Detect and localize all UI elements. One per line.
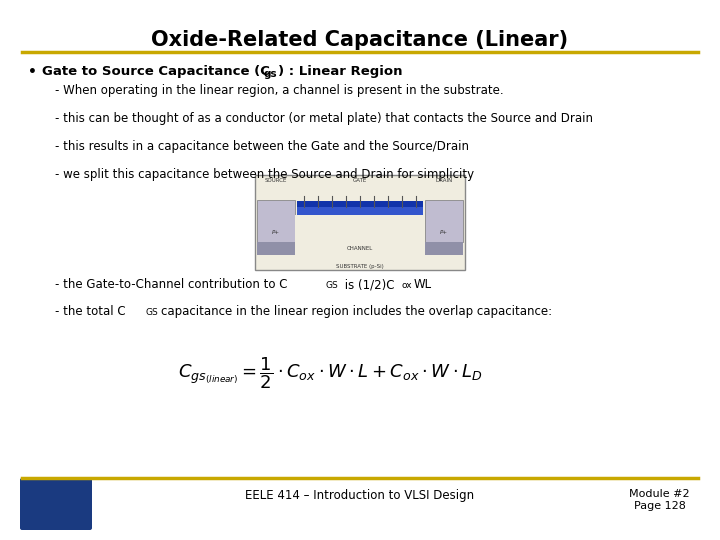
- Text: ox: ox: [401, 281, 412, 290]
- Text: - When operating in the linear region, a channel is present in the substrate.: - When operating in the linear region, a…: [55, 84, 503, 97]
- Text: GATE: GATE: [353, 178, 367, 183]
- Text: P+: P+: [440, 230, 448, 234]
- Bar: [257, 242, 295, 255]
- Text: $C_{gs_{(linear)}} = \dfrac{1}{2} \cdot C_{ox} \cdot W \cdot L + C_{ox} \cdot W : $C_{gs_{(linear)}} = \dfrac{1}{2} \cdot …: [178, 355, 482, 390]
- Text: GS: GS: [325, 281, 338, 290]
- Text: - this results in a capacitance between the Gate and the Source/Drain: - this results in a capacitance between …: [55, 140, 469, 153]
- Text: - we split this capacitance between the Source and Drain for simplicity: - we split this capacitance between the …: [55, 168, 474, 181]
- Text: Gate to Source Capacitance (C: Gate to Source Capacitance (C: [42, 65, 270, 78]
- Text: DRAIN: DRAIN: [436, 178, 453, 183]
- Text: SOURCE: SOURCE: [265, 178, 287, 183]
- FancyBboxPatch shape: [20, 478, 92, 530]
- Bar: [295, 215, 425, 268]
- Bar: [297, 201, 423, 207]
- Text: P+: P+: [272, 230, 280, 234]
- Bar: [257, 200, 295, 242]
- Text: - this can be thought of as a conductor (or metal plate) that contacts the Sourc: - this can be thought of as a conductor …: [55, 112, 593, 125]
- Text: WL: WL: [414, 278, 432, 291]
- Text: EELE 414 – Introduction to VLSI Design: EELE 414 – Introduction to VLSI Design: [246, 489, 474, 502]
- Text: capacitance in the linear region includes the overlap capacitance:: capacitance in the linear region include…: [161, 305, 552, 318]
- Text: Oxide-Related Capacitance (Linear): Oxide-Related Capacitance (Linear): [151, 30, 569, 50]
- Bar: [255, 175, 465, 270]
- Text: SUBSTRATE (p-Si): SUBSTRATE (p-Si): [336, 264, 384, 269]
- Text: GS: GS: [145, 308, 158, 317]
- Text: - the total C: - the total C: [55, 305, 125, 318]
- Text: is (1/2)C: is (1/2)C: [341, 278, 395, 291]
- Text: CHANNEL: CHANNEL: [347, 246, 373, 251]
- Bar: [297, 207, 423, 215]
- Bar: [425, 242, 463, 255]
- Text: - the Gate-to-Channel contribution to C: - the Gate-to-Channel contribution to C: [55, 278, 287, 291]
- Text: Module #2
Page 128: Module #2 Page 128: [629, 489, 690, 511]
- Text: ) : Linear Region: ) : Linear Region: [278, 65, 402, 78]
- Text: •: •: [28, 65, 37, 79]
- Text: gs: gs: [264, 69, 278, 79]
- Bar: [425, 200, 463, 242]
